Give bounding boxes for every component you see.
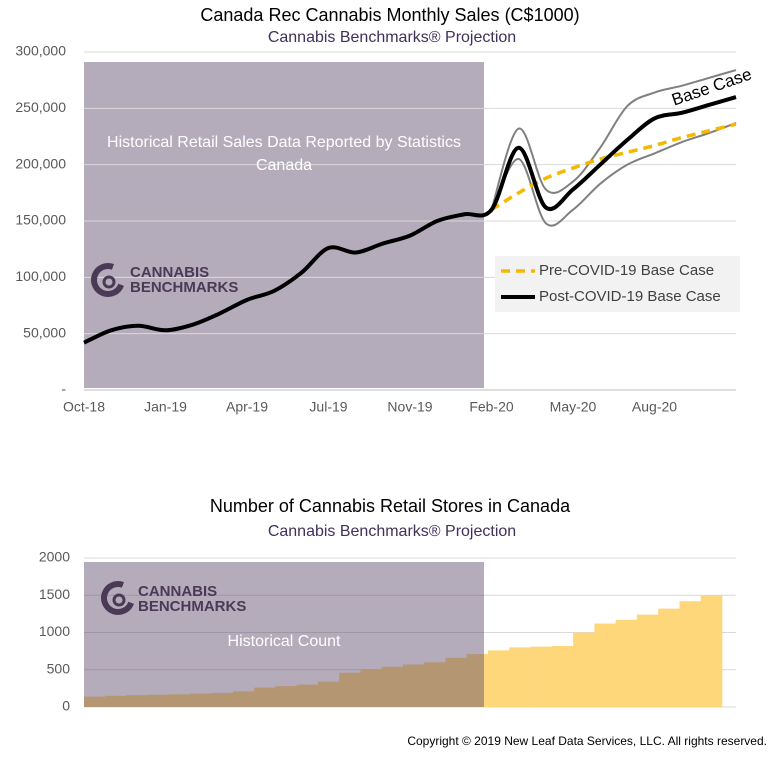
y-tick-label: 0 [62, 698, 70, 714]
x-tick-label: Oct-18 [63, 399, 105, 415]
legend-box [495, 256, 740, 312]
historical-shade [84, 562, 484, 707]
series-line [490, 122, 737, 212]
x-tick-label: Jul-19 [309, 399, 347, 415]
y-tick-label: 50,000 [23, 324, 66, 340]
bar [296, 684, 319, 707]
logo-text: BENCHMARKS [138, 598, 246, 615]
bar [190, 693, 212, 707]
bar [679, 601, 702, 707]
copyright: Copyright © 2019 New Leaf Data Services,… [407, 734, 767, 748]
y-tick-label: 2000 [39, 549, 70, 565]
y-tick-label: 100,000 [15, 268, 66, 284]
bar [488, 650, 510, 707]
bar [211, 692, 234, 707]
bar [636, 614, 659, 707]
bar [530, 646, 553, 707]
bar [275, 686, 297, 707]
bar [147, 694, 170, 707]
bar [509, 647, 531, 707]
y-tick-label: - [61, 381, 66, 397]
bar [424, 662, 446, 707]
bar [339, 672, 361, 707]
bar [403, 664, 425, 707]
bar [615, 619, 638, 707]
bar [381, 666, 404, 707]
shade-label: Historical Count [228, 633, 341, 650]
y-tick-label: 250,000 [15, 99, 66, 115]
bar [573, 632, 595, 707]
historical-shade [84, 62, 484, 388]
y-tick-label: 1500 [39, 586, 70, 602]
bar [126, 695, 149, 707]
bar [700, 595, 723, 707]
bar [658, 608, 680, 707]
series-line [83, 95, 737, 345]
logo-icon [112, 593, 126, 607]
legend-label: Pre-COVID-19 Base Case [539, 262, 714, 279]
bar [551, 645, 574, 707]
y-tick-label: 200,000 [15, 155, 66, 171]
bar [445, 657, 468, 707]
bar [360, 669, 383, 707]
legend-label: Post-COVID-19 Base Case [539, 288, 721, 305]
logo-text: BENCHMARKS [130, 279, 238, 296]
chart-title: Canada Rec Cannabis Monthly Sales (C$100… [200, 5, 579, 25]
logo-icon [101, 581, 135, 615]
bar [232, 691, 255, 707]
y-tick-label: 150,000 [15, 212, 66, 228]
shade-label: Historical Retail Sales Data Reported by… [107, 134, 461, 174]
bar [594, 623, 616, 707]
logo-icon [91, 263, 125, 297]
chart-title: Number of Cannabis Retail Stores in Cana… [210, 496, 571, 516]
bar [84, 696, 106, 707]
logo-icon [102, 275, 116, 289]
series-line [490, 122, 737, 227]
x-tick-label: Feb-20 [469, 399, 514, 415]
x-tick-label: Aug-20 [632, 399, 677, 415]
chart-subtitle: Cannabis Benchmarks® Projection [268, 29, 516, 46]
bar [169, 694, 191, 707]
y-tick-label: 1000 [39, 623, 70, 639]
series-line [490, 69, 737, 211]
y-tick-label: 500 [47, 660, 71, 676]
x-tick-label: Apr-19 [226, 399, 268, 415]
bar [105, 695, 127, 707]
x-tick-label: Nov-19 [387, 399, 432, 415]
chart-subtitle: Cannabis Benchmarks® Projection [268, 523, 516, 540]
bar [466, 654, 489, 707]
bar [254, 687, 276, 707]
bar [317, 681, 340, 707]
x-tick-label: Jan-19 [144, 399, 187, 415]
x-tick-label: May-20 [550, 399, 597, 415]
y-tick-label: 300,000 [15, 43, 66, 59]
logo-text: CANNABIS [130, 264, 209, 281]
logo-text: CANNABIS [138, 583, 217, 600]
